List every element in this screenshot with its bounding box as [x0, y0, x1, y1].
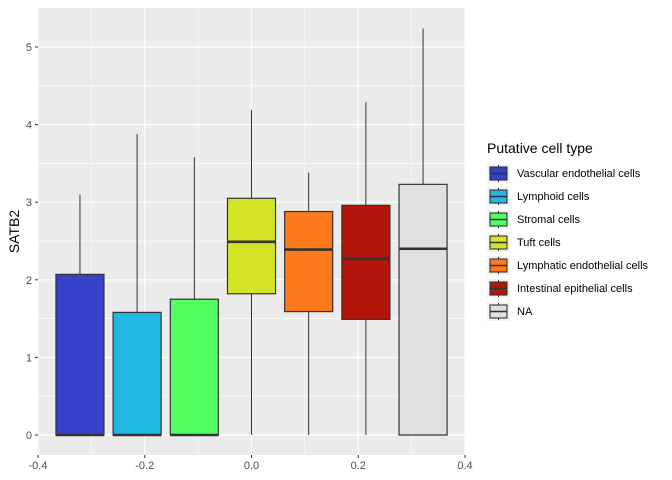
y-tick-label: 0	[26, 430, 32, 442]
legend: Putative cell type Vascular endothelial …	[487, 140, 649, 321]
legend-label: Tuft cells	[517, 237, 561, 249]
legend-item: NA	[487, 302, 533, 321]
x-tick-label: 0.4	[457, 460, 472, 472]
x-tick-label: -0.2	[135, 460, 154, 472]
legend-label: Lymphatic endothelial cells	[517, 260, 649, 272]
y-axis-title: SATB2	[6, 210, 22, 254]
box-iqr	[55, 273, 105, 436]
legend-label: Lymphoid cells	[517, 191, 590, 203]
box-tuft-cells	[226, 109, 277, 435]
legend-title: Putative cell type	[487, 140, 593, 156]
box-vascular-endothelial-cells	[55, 194, 105, 437]
y-tick-label: 1	[26, 352, 32, 364]
y-tick-label: 3	[26, 197, 32, 209]
box-iqr	[112, 311, 162, 436]
box-lymphoid-cells	[112, 133, 162, 437]
box-iqr	[284, 210, 334, 313]
box-intestinal-epithelial-cells	[341, 102, 391, 435]
legend-label: Intestinal epithelial cells	[517, 283, 633, 295]
y-axis: 0 1 2 3 4 5	[26, 42, 38, 442]
box-iqr	[398, 183, 448, 436]
x-tick-label: 0.2	[351, 460, 366, 472]
legend-item: Lymphoid cells	[487, 187, 590, 206]
x-tick-label: -0.4	[29, 460, 48, 472]
legend-item: Tuft cells	[487, 233, 561, 252]
legend-label: NA	[517, 306, 533, 318]
y-tick-label: 5	[26, 42, 32, 54]
y-tick-label: 2	[26, 275, 32, 287]
x-axis: -0.4 -0.2 0.0 0.2 0.4	[29, 455, 473, 472]
legend-item: Vascular endothelial cells	[487, 164, 641, 183]
box-lymphatic-endothelial-cells	[284, 172, 334, 435]
box-iqr	[169, 298, 219, 436]
x-tick-label: 0.0	[244, 460, 259, 472]
legend-item: Stromal cells	[487, 210, 580, 229]
box-na	[398, 28, 448, 436]
box-iqr	[226, 197, 277, 295]
box-iqr	[341, 204, 391, 320]
legend-item: Intestinal epithelial cells	[487, 279, 633, 298]
box-stromal-cells	[169, 157, 219, 437]
boxes	[55, 28, 448, 437]
legend-item: Lymphatic endothelial cells	[487, 256, 649, 275]
legend-label: Vascular endothelial cells	[517, 168, 641, 180]
legend-label: Stromal cells	[517, 214, 580, 226]
y-tick-label: 4	[26, 120, 32, 132]
